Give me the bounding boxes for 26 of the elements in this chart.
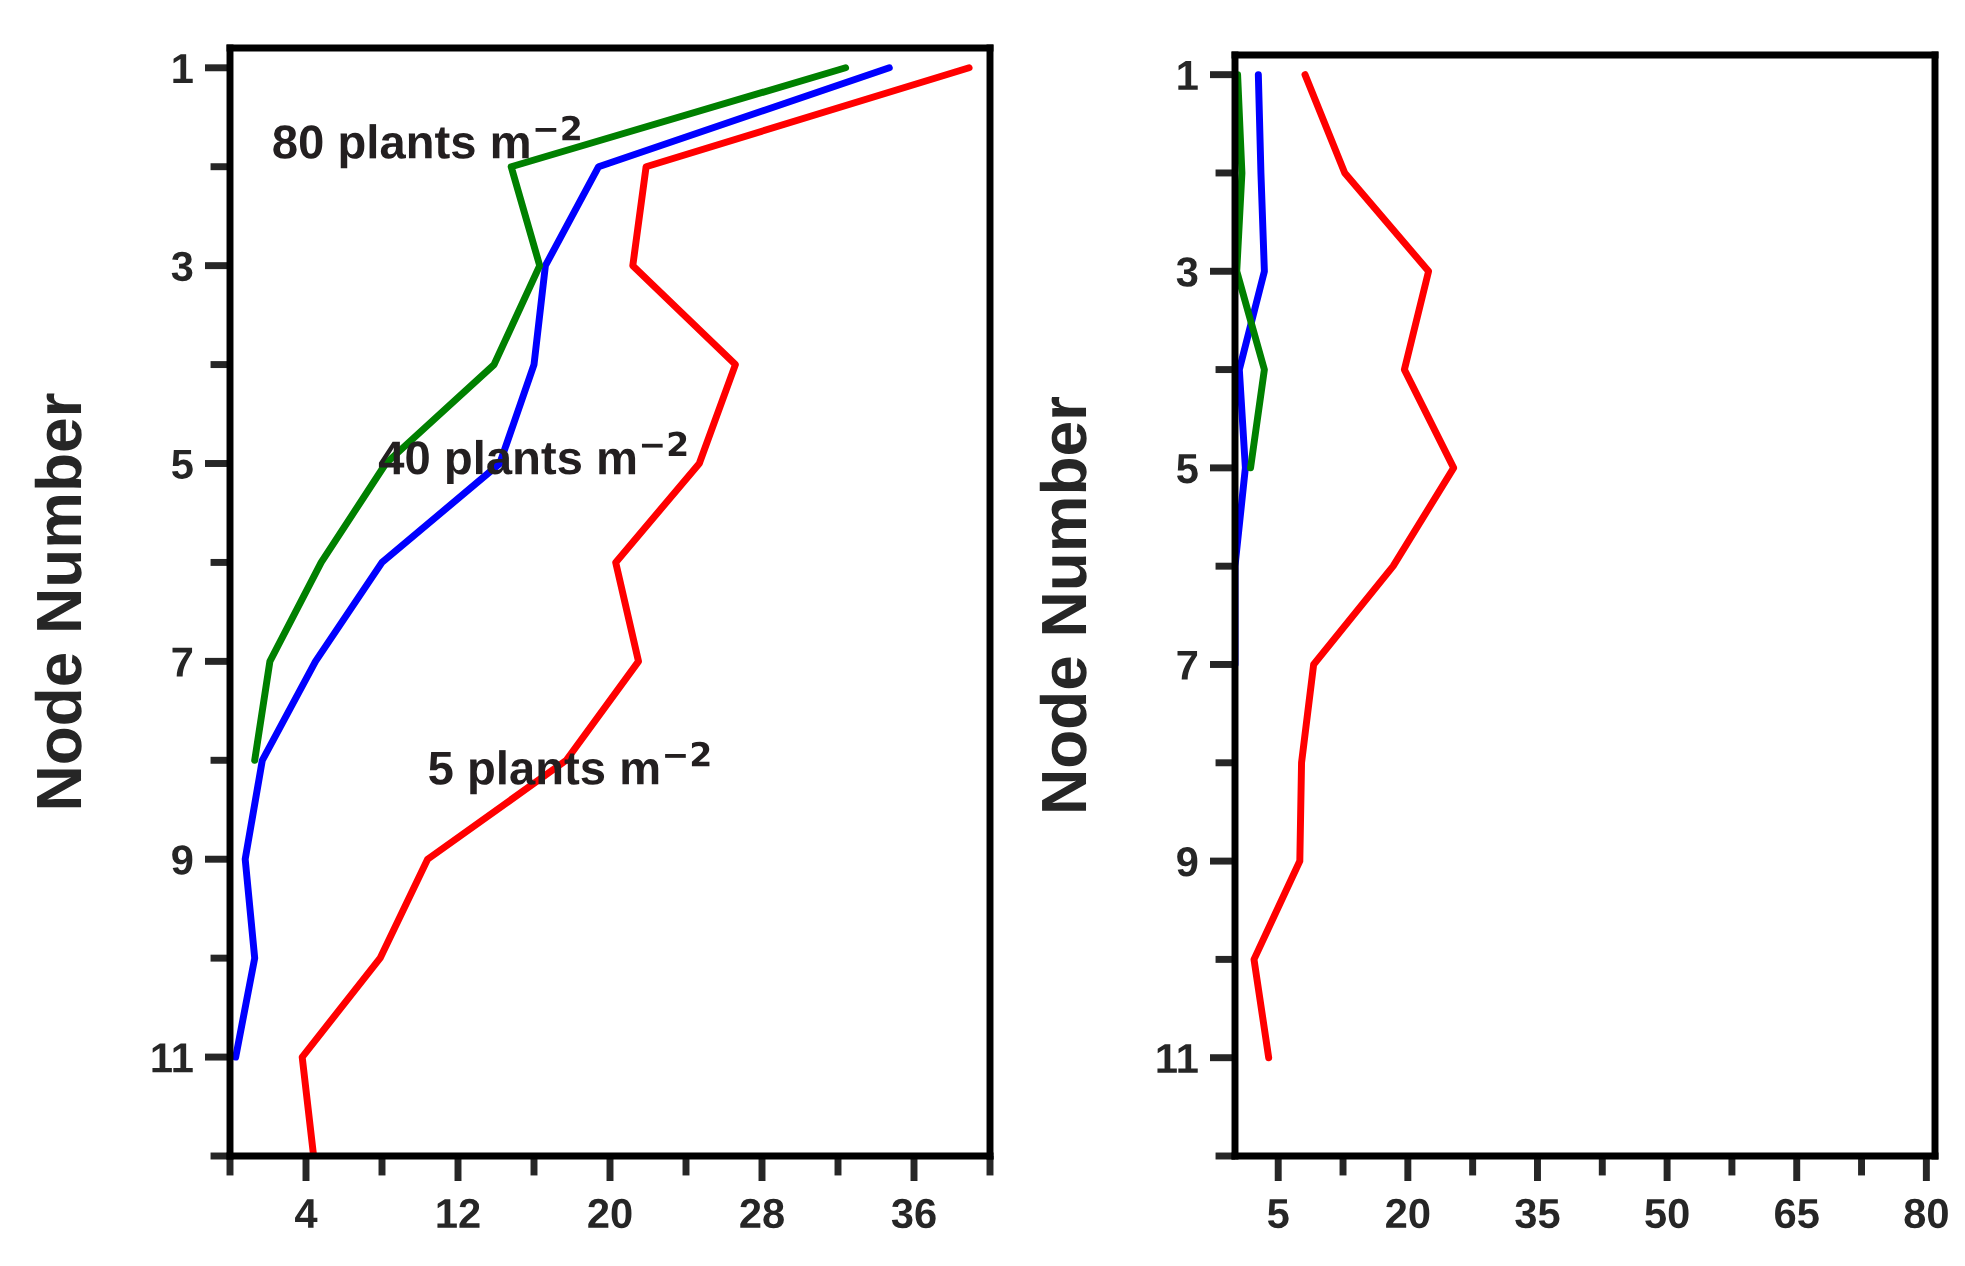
y-tick-label: 3 <box>1176 257 1198 287</box>
x-tick-label: 65 <box>1775 1198 1819 1229</box>
x-tick-label: 20 <box>1386 1198 1430 1229</box>
y-tick-label: 9 <box>172 845 193 875</box>
y-tick-label: 1 <box>173 54 193 83</box>
x-tick-label: 35 <box>1515 1198 1560 1229</box>
y-axis-title: Node Number <box>1039 397 1087 811</box>
y-tick-label: 3 <box>171 251 193 282</box>
x-tick-label: 20 <box>588 1198 632 1229</box>
y-axis-title: Node Number <box>34 393 82 808</box>
y-tick-label: 11 <box>1157 1044 1198 1073</box>
y-tick-label: 9 <box>1177 847 1198 877</box>
x-tick-label: 36 <box>891 1198 936 1229</box>
x-tick-label: 4 <box>295 1199 318 1228</box>
x-tick-label: 12 <box>437 1198 480 1228</box>
y-tick-label: 5 <box>1177 454 1198 484</box>
x-tick-label: 5 <box>1267 1199 1289 1229</box>
x-tick-label: 28 <box>740 1198 784 1229</box>
annotation: 80 plants m$^{−2}$ <box>273 115 580 169</box>
y-tick-label: 5 <box>172 449 193 480</box>
y-tick-label: 11 <box>152 1043 193 1073</box>
y-tick-label: 7 <box>1177 650 1198 680</box>
y-tick-label: 1 <box>1178 61 1198 90</box>
x-tick-label: 50 <box>1645 1198 1689 1229</box>
x-tick-label: 80 <box>1904 1198 1948 1229</box>
y-tick-label: 7 <box>172 647 193 677</box>
